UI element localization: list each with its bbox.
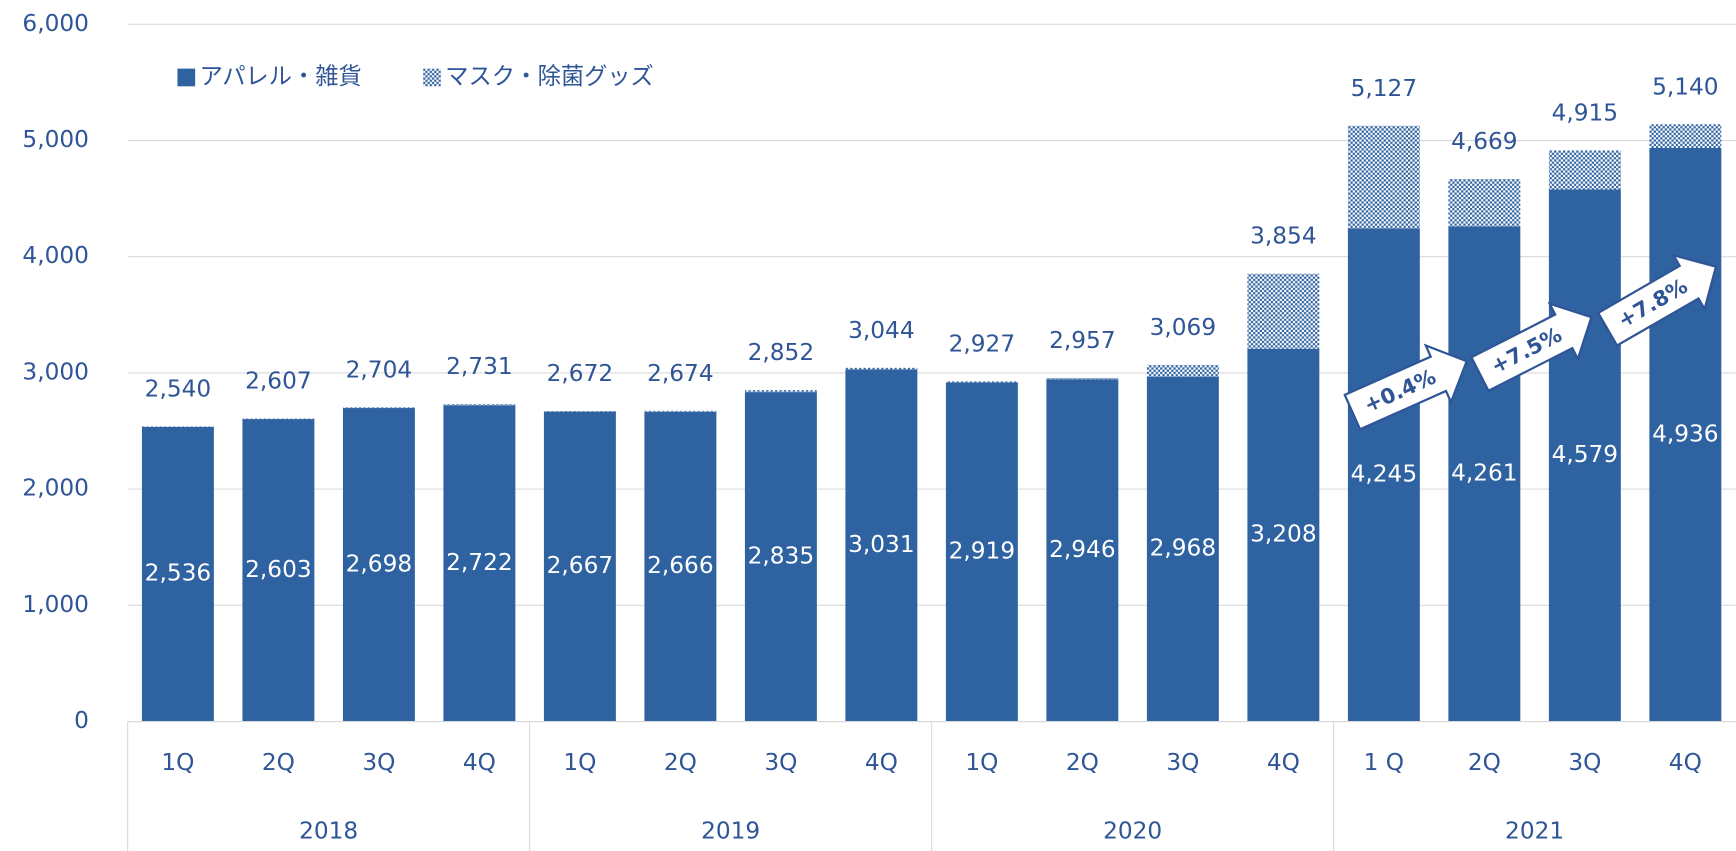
y-tick-label: 1,000 <box>22 591 88 618</box>
bar-segment-pattern <box>443 404 516 406</box>
bar-segment-pattern <box>1347 125 1420 229</box>
y-tick-label: 6,000 <box>22 10 88 37</box>
total-label: 5,127 <box>1351 75 1417 102</box>
x-tick-label: 2Q <box>1066 749 1099 776</box>
bar-segment <box>1448 226 1521 722</box>
x-tick-label: 3Q <box>1568 749 1601 776</box>
bar-segment <box>845 369 918 722</box>
bar-segment-pattern <box>945 381 1018 383</box>
bar-segment-pattern <box>744 390 817 393</box>
x-tick-label: 4Q <box>1669 749 1702 776</box>
bar-segment <box>744 392 817 722</box>
total-label: 2,957 <box>1049 327 1115 354</box>
total-label: 4,915 <box>1552 99 1618 126</box>
legend-label: アパレル・雑貨 <box>200 63 362 90</box>
total-label: 3,854 <box>1250 223 1316 250</box>
y-tick-label: 0 <box>74 707 89 734</box>
total-label: 2,731 <box>446 353 512 380</box>
arrow-shape <box>1469 301 1593 393</box>
value-label: 4,261 <box>1451 459 1517 486</box>
total-label: 4,669 <box>1451 128 1517 155</box>
bar-segment-pattern <box>1548 150 1621 190</box>
x-tick-label: 1Q <box>563 749 596 776</box>
group-label: 2021 <box>1505 818 1564 845</box>
value-label: 2,536 <box>145 560 211 587</box>
total-label: 2,672 <box>547 360 613 387</box>
bar-segment <box>644 411 717 722</box>
value-label: 2,698 <box>346 550 412 577</box>
value-label: 3,031 <box>848 531 914 558</box>
bar-segment <box>342 408 415 722</box>
bar-segment-pattern <box>845 367 918 370</box>
total-label: 3,044 <box>848 317 914 344</box>
legend-swatch <box>423 68 441 87</box>
y-tick-label: 5,000 <box>22 126 88 153</box>
bar-segment-pattern <box>1146 364 1219 377</box>
value-label: 2,835 <box>748 542 814 569</box>
total-label: 2,674 <box>647 360 713 387</box>
bar-segment-pattern <box>1046 377 1119 380</box>
bar-segment <box>1548 189 1621 722</box>
group-label: 2018 <box>299 818 358 845</box>
x-tick-label: 1Q <box>965 749 998 776</box>
bar-segment <box>443 405 516 722</box>
total-label: 2,852 <box>748 339 814 366</box>
value-label: 4,579 <box>1552 441 1618 468</box>
x-tick-label: 4Q <box>463 749 496 776</box>
bar-segment-pattern <box>644 410 717 412</box>
value-label: 2,946 <box>1049 536 1115 563</box>
x-tick-label: 3Q <box>362 749 395 776</box>
x-tick-label: 3Q <box>1166 749 1199 776</box>
legend-label: マスク・除菌グッズ <box>445 63 654 90</box>
bar-segment-pattern <box>1448 179 1521 227</box>
y-tick-label: 2,000 <box>22 475 88 502</box>
bar-segment <box>1247 348 1320 722</box>
value-label: 3,208 <box>1250 521 1316 548</box>
total-label: 5,140 <box>1652 73 1718 100</box>
bar-segment <box>242 419 315 722</box>
bar-segment-pattern <box>1649 124 1722 148</box>
x-tick-label: 3Q <box>764 749 797 776</box>
x-tick-label: 2Q <box>1468 749 1501 776</box>
group-label: 2020 <box>1103 818 1162 845</box>
value-label: 4,245 <box>1351 460 1417 487</box>
bar-segment <box>945 382 1018 722</box>
bar-segment <box>141 426 214 722</box>
legend-swatch <box>177 68 196 87</box>
bar-segment-pattern <box>543 411 616 412</box>
total-label: 2,540 <box>145 375 211 402</box>
x-tick-label: 2Q <box>262 749 295 776</box>
arrow-shape <box>1343 343 1469 431</box>
total-label: 2,607 <box>245 368 311 395</box>
value-label: 2,968 <box>1150 535 1216 562</box>
value-label: 2,603 <box>245 556 311 583</box>
x-tick-label: 1 Q <box>1364 749 1404 776</box>
x-tick-label: 2Q <box>664 749 697 776</box>
value-label: 2,666 <box>647 552 713 579</box>
y-tick-label: 4,000 <box>22 242 88 269</box>
arrow-shape <box>1596 253 1718 348</box>
value-label: 4,936 <box>1652 420 1718 447</box>
bar-segment <box>1649 147 1722 722</box>
x-tick-label: 4Q <box>865 749 898 776</box>
value-label: 2,919 <box>949 537 1015 564</box>
bar-segment <box>543 411 616 722</box>
total-label: 3,069 <box>1150 314 1216 341</box>
total-label: 2,927 <box>949 330 1015 357</box>
bar-segment-pattern <box>342 407 415 409</box>
y-tick-label: 3,000 <box>22 358 88 385</box>
group-label: 2019 <box>701 818 760 845</box>
bar-segment <box>1146 376 1219 722</box>
total-label: 2,704 <box>346 356 412 383</box>
bar-segment <box>1347 228 1420 722</box>
x-tick-label: 1Q <box>161 749 194 776</box>
bar-segment-pattern <box>1247 273 1320 349</box>
value-label: 2,722 <box>446 549 512 576</box>
value-label: 2,667 <box>547 552 613 579</box>
x-tick-label: 4Q <box>1267 749 1300 776</box>
bar-segment <box>1046 379 1119 722</box>
